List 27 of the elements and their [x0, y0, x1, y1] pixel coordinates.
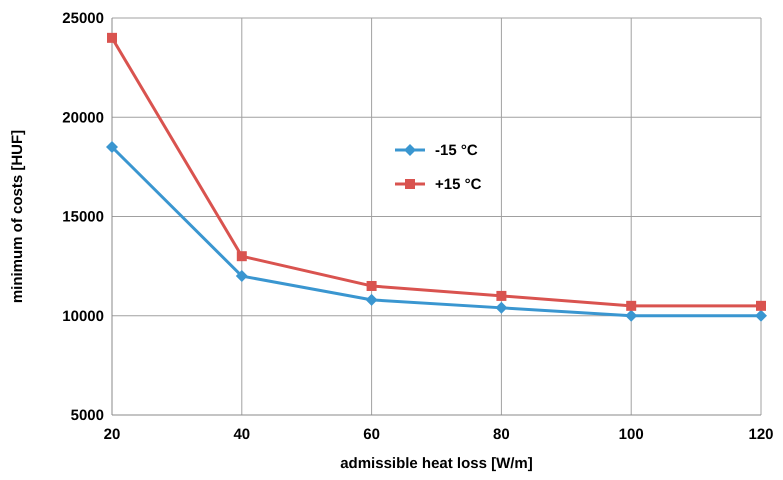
- x-axis-title: admissible heat loss [W/m]: [340, 455, 533, 472]
- x-tick-label: 100: [618, 426, 644, 443]
- point: [236, 251, 247, 262]
- point: [496, 290, 506, 301]
- x-tick-label: 40: [233, 426, 250, 443]
- x-tick-label: 20: [104, 426, 120, 443]
- y-axis-title: minimum of costs [HUF]: [9, 130, 26, 304]
- y-tick-label: 25000: [62, 10, 104, 27]
- y-tick-label: 15000: [62, 208, 104, 226]
- point: [366, 280, 377, 291]
- y-tick-label: 20000: [62, 109, 104, 126]
- point: [107, 32, 117, 43]
- point: [755, 310, 767, 322]
- point: [625, 310, 638, 322]
- x-tick-label: 80: [493, 426, 510, 443]
- point: [106, 141, 118, 154]
- legend-label: -15 °C: [435, 142, 478, 159]
- point: [495, 302, 508, 314]
- point: [236, 270, 248, 282]
- point: [626, 300, 636, 311]
- x-tick-label: 60: [363, 426, 380, 443]
- point: [366, 294, 378, 306]
- y-tick-label: 10000: [62, 308, 104, 325]
- legend-label: +15 °C: [435, 176, 482, 193]
- x-tick-label: 120: [748, 426, 774, 443]
- point: [756, 300, 766, 311]
- y-tick-label: 5000: [70, 407, 104, 424]
